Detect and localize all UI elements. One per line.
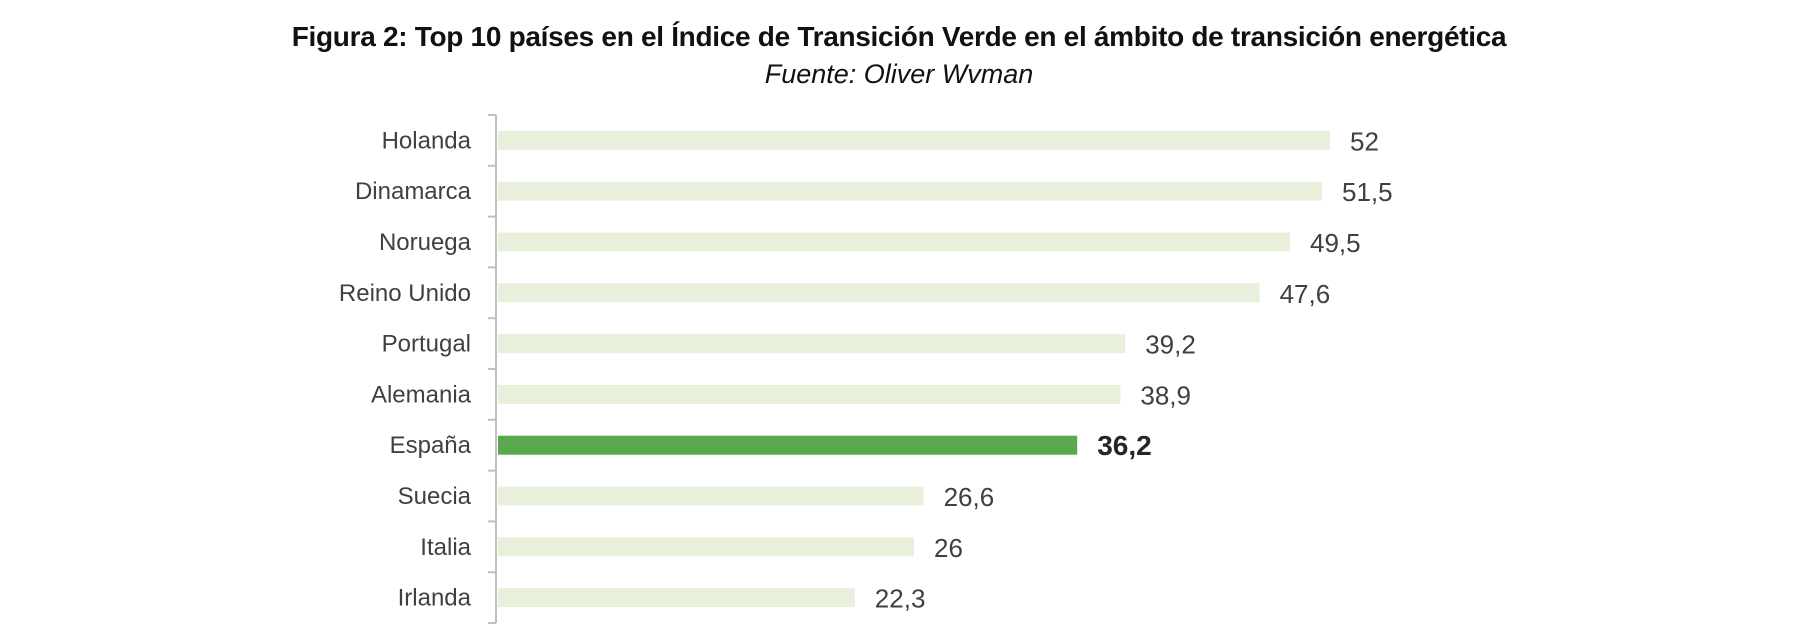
category-label: Noruega (379, 229, 472, 256)
category-label: Italia (420, 534, 471, 561)
data-label: 49,5 (1310, 228, 1361, 258)
data-label: 22,3 (875, 584, 926, 614)
chart-subtitle: Fuente: Oliver Wvman (764, 59, 1034, 89)
data-label: 47,6 (1280, 279, 1331, 309)
category-label: España (390, 432, 472, 459)
category-label: Alemania (371, 381, 472, 408)
chart-title-block: Figura 2: Top 10 países en el Índice de … (0, 18, 1798, 92)
data-label: 26 (934, 533, 963, 563)
category-label: Irlanda (398, 585, 472, 612)
bar-reino-unido (498, 283, 1260, 303)
category-label: Holanda (382, 127, 472, 154)
bar-noruega (498, 232, 1290, 252)
bar-españa (498, 435, 1078, 455)
category-label: Suecia (398, 483, 472, 510)
data-label: 52 (1350, 126, 1379, 156)
bar-dinamarca (498, 181, 1322, 201)
bar-italia (498, 537, 914, 557)
data-label: 36,2 (1097, 430, 1152, 461)
data-label: 39,2 (1145, 330, 1196, 360)
bar-alemania (498, 384, 1121, 404)
bar-suecia (498, 486, 924, 506)
data-label: 26,6 (944, 482, 995, 512)
bar-portugal (498, 334, 1126, 354)
category-label: Portugal (382, 331, 471, 358)
data-label: 51,5 (1342, 177, 1393, 207)
bar-holanda (498, 130, 1330, 150)
chart-title: Figura 2: Top 10 países en el Índice de … (291, 21, 1507, 52)
category-label: Reino Unido (339, 280, 471, 307)
category-label: Dinamarca (355, 178, 472, 205)
bar-irlanda (498, 588, 855, 608)
data-label: 38,9 (1140, 380, 1191, 410)
